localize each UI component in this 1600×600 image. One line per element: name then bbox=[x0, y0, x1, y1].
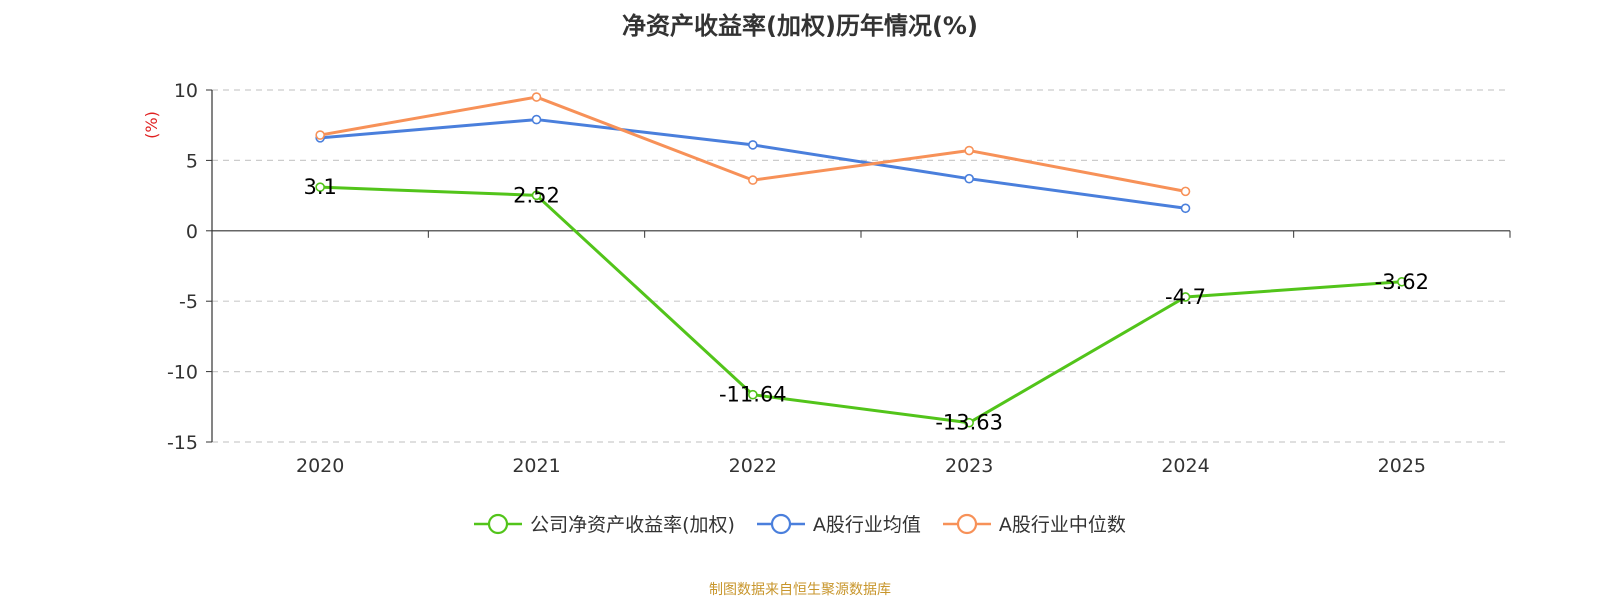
data-label: 2.52 bbox=[513, 183, 560, 207]
series-2 bbox=[315, 92, 1191, 197]
y-tick-label: -15 bbox=[167, 432, 198, 454]
legend-marker-icon bbox=[942, 513, 991, 534]
data-point[interactable] bbox=[748, 175, 758, 185]
legend-item[interactable]: 公司净资产收益率(加权) bbox=[474, 510, 735, 537]
data-point[interactable] bbox=[748, 140, 758, 150]
data-label: -4.7 bbox=[1165, 285, 1206, 309]
data-point[interactable] bbox=[1397, 276, 1407, 287]
data-label: -13.63 bbox=[935, 411, 1003, 435]
legend-marker-icon bbox=[474, 513, 523, 534]
data-point[interactable] bbox=[1180, 203, 1191, 214]
y-tick-label: 10 bbox=[174, 80, 198, 102]
x-tick-label: 2021 bbox=[512, 455, 560, 477]
grid-lines bbox=[212, 89, 1510, 443]
x-tick-label: 2024 bbox=[1161, 455, 1209, 477]
legend-label: A股行业中位数 bbox=[998, 514, 1126, 536]
series-0 bbox=[315, 182, 1407, 428]
legend-item[interactable]: A股行业均值 bbox=[756, 510, 921, 537]
data-point[interactable] bbox=[964, 145, 974, 156]
data-point[interactable] bbox=[531, 190, 542, 201]
legend-item[interactable]: A股行业中位数 bbox=[942, 510, 1126, 537]
y-tick-label: 5 bbox=[186, 150, 198, 172]
legend-label: 公司净资产收益率(加权) bbox=[530, 514, 735, 536]
data-label: -3.62 bbox=[1375, 270, 1429, 294]
y-axis-label: (%) bbox=[142, 111, 161, 139]
y-tick-label: -5 bbox=[179, 291, 198, 313]
data-label: -11.64 bbox=[719, 383, 787, 407]
data-point[interactable] bbox=[964, 173, 974, 184]
data-point[interactable] bbox=[531, 92, 542, 102]
series-line bbox=[320, 118, 1186, 210]
y-tick-label: -10 bbox=[167, 362, 198, 384]
data-point[interactable] bbox=[315, 182, 325, 192]
axes: 10 5 0 -5 -10 -15 2020 2021 2022 2023 2024 2025 bbox=[167, 80, 1511, 477]
x-tick-label: 2022 bbox=[729, 455, 777, 477]
legend-label: A股行业均值 bbox=[812, 514, 921, 536]
series-lines bbox=[315, 92, 1407, 428]
y-tick-label: 0 bbox=[186, 221, 198, 243]
x-tick-label: 2023 bbox=[945, 455, 993, 477]
data-label: 3.1 bbox=[303, 175, 336, 199]
x-tick-label: 2025 bbox=[1378, 455, 1426, 477]
data-labels: 3.1 2.52 -11.64 -13.63 -4.7 -3.62 bbox=[303, 175, 1429, 435]
legend-marker-icon bbox=[756, 513, 805, 534]
source-note: 制图数据来自恒生聚源数据库 bbox=[709, 582, 891, 598]
series-line bbox=[320, 185, 1402, 425]
data-point[interactable] bbox=[748, 389, 758, 400]
legend: 公司净资产收益率(加权) A股行业均值 A股行业中位数 bbox=[0, 510, 1600, 537]
x-tick-label: 2020 bbox=[296, 455, 344, 477]
data-point[interactable] bbox=[531, 114, 542, 125]
chart-title: 净资产收益率(加权)历年情况(%) bbox=[622, 12, 978, 40]
data-point[interactable] bbox=[964, 417, 974, 428]
series-1 bbox=[315, 114, 1191, 214]
data-point[interactable] bbox=[1180, 292, 1191, 302]
data-point[interactable] bbox=[1180, 186, 1191, 197]
data-point[interactable] bbox=[315, 130, 325, 140]
